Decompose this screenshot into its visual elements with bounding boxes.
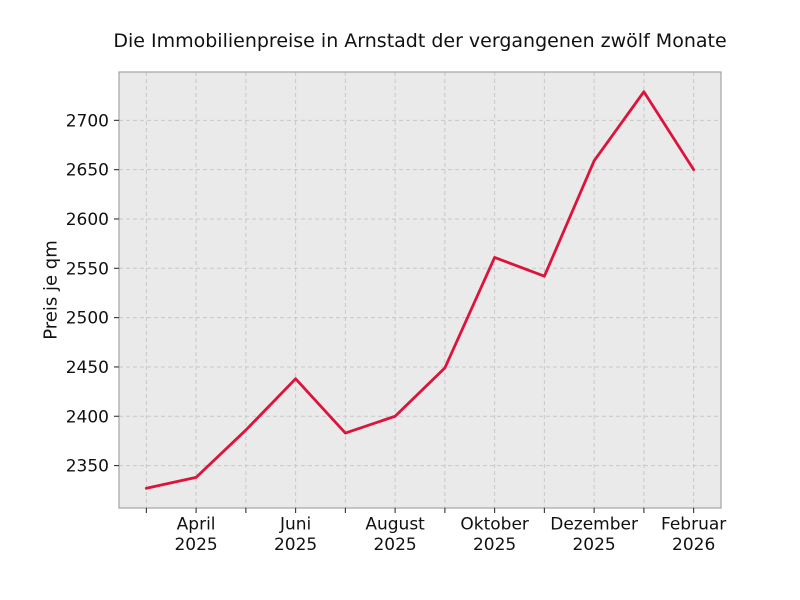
chart-title: Die Immobilienpreise in Arnstadt der ver… [113,30,727,52]
plot-background [119,72,721,508]
y-tick-label: 2350 [66,457,109,477]
axis-ticks [114,119,695,513]
plot-frame [118,71,722,509]
y-tick-label: 2400 [66,407,109,427]
y-tick-label: 2550 [66,259,109,279]
y-tick-label: 2700 [66,111,109,131]
y-tick-label: 2500 [66,309,109,329]
x-tick-label: Dezember 2025 [550,515,638,556]
x-tick-label: April 2025 [174,515,217,556]
y-tick-label: 2650 [66,161,109,181]
y-tick-label: 2600 [66,210,109,230]
x-tick-label: Juni 2025 [274,515,317,556]
x-tick-label: August 2025 [365,515,425,556]
price-line-series [144,90,696,490]
gridlines [119,72,721,508]
x-tick-label: Oktober 2025 [460,515,529,556]
y-tick-label: 2450 [66,358,109,378]
x-tick-label: Februar 2026 [661,515,726,556]
